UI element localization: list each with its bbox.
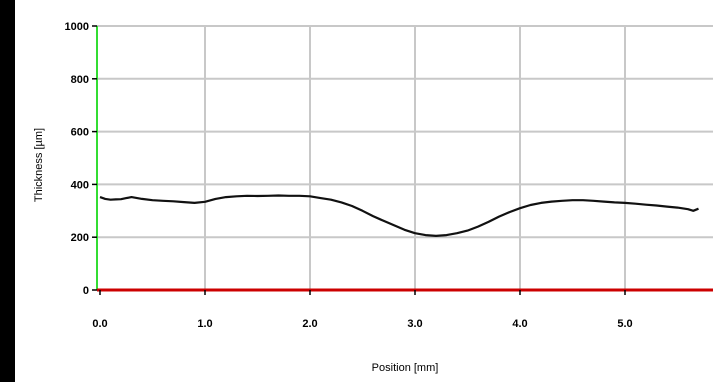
x-tick-label: 0.0 [92, 318, 107, 330]
y-axis-title: Thickness [µm] [33, 128, 45, 202]
y-tick-label: 600 [71, 127, 89, 139]
y-tick-label: 800 [71, 74, 89, 86]
y-tick-label: 200 [71, 232, 89, 244]
axes [92, 25, 713, 295]
x-tick-label: 1.0 [197, 318, 212, 330]
grid-lines [97, 25, 713, 290]
x-tick-label: 5.0 [617, 318, 632, 330]
y-tick-label: 0 [83, 285, 89, 297]
data-series [99, 194, 699, 237]
y-tick-label: 1000 [65, 21, 89, 33]
x-tick-label: 3.0 [407, 318, 422, 330]
y-tick-label: 400 [71, 179, 89, 191]
x-tick-label: 4.0 [512, 318, 527, 330]
tick-labels: 0 200 400 600 800 1000 0.0 1.0 2.0 3.0 4.0 5.0 [65, 21, 633, 330]
chart-background [15, 0, 713, 382]
x-tick-label: 2.0 [302, 318, 317, 330]
thickness-series-line [99, 194, 699, 237]
x-axis-title: Position [mm] [372, 362, 439, 374]
